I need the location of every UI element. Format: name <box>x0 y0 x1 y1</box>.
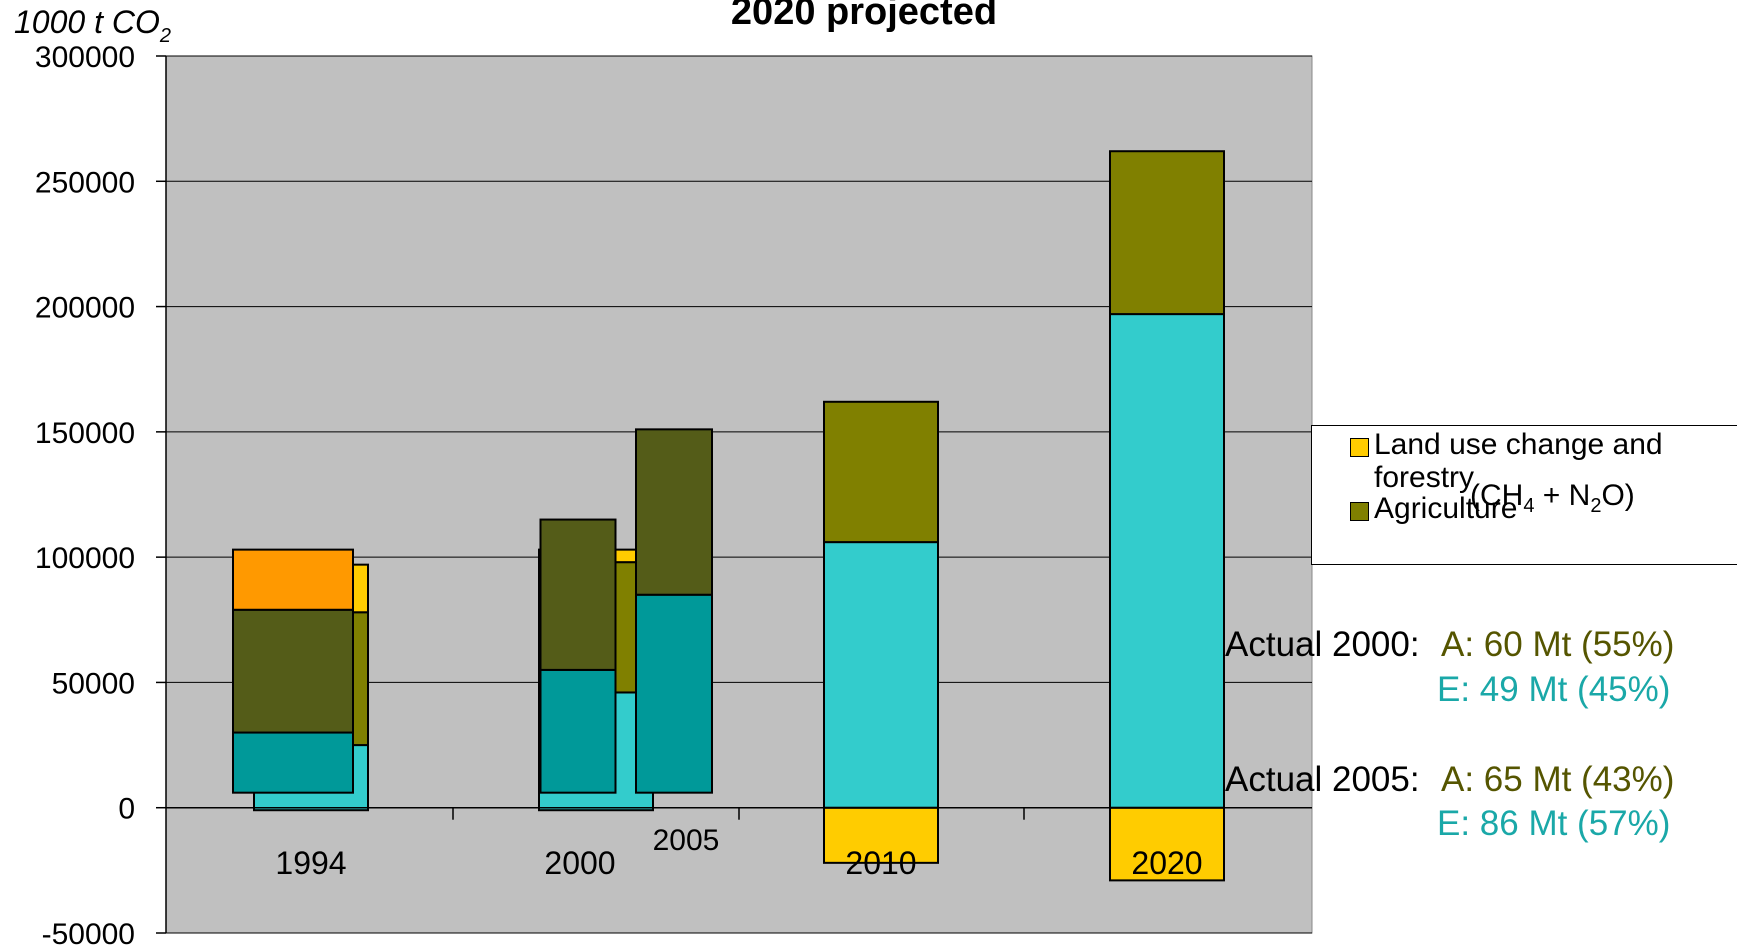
bars <box>232 150 1225 882</box>
y-tick-label: -50000 <box>42 918 135 950</box>
y-axis-title: 1000 t CO2 <box>14 4 171 47</box>
legend-swatch-agriculture <box>1350 502 1369 521</box>
x-tick-label: 2005 <box>653 824 720 857</box>
bar-segment-1994 <box>232 731 354 794</box>
y-axis-title-main: 1000 t CO <box>14 4 160 40</box>
y-tick-label: 50000 <box>52 667 135 700</box>
legend-label-agriculture-suffix: (CH4 + N2O) <box>1470 479 1635 517</box>
bar-segment-2020 <box>1109 806 1225 882</box>
y-tick-label: 150000 <box>35 417 135 450</box>
x-labels: 1994 2000 2005 2010 2020 <box>275 824 1202 881</box>
annotation-actual-2000-label: Actual 2000: <box>1225 625 1420 664</box>
x-tick-label: 2000 <box>544 845 615 881</box>
y-axis-title-subscript: 2 <box>159 25 171 47</box>
annotation-actual-2000-energy: E: 49 Mt (45%) <box>1437 670 1671 709</box>
x-tick-label: 1994 <box>275 845 346 881</box>
bar-segment-2020 <box>1109 313 1225 809</box>
bar-segment-2005 <box>635 428 713 596</box>
bar-segment-2010 <box>823 541 939 809</box>
annotation-actual-2005-label: Actual 2005: <box>1225 760 1420 799</box>
chart-title: 2020 projected <box>731 0 997 33</box>
y-tick-label: 250000 <box>35 166 135 199</box>
y-tick-label: 300000 <box>35 41 135 74</box>
y-tick-label: 200000 <box>35 292 135 325</box>
bar-segment-2000 <box>539 668 617 794</box>
bar-segment-2010 <box>823 806 939 864</box>
bar-segment-2000 <box>539 518 617 671</box>
bar-segment-1994 <box>232 548 354 611</box>
bar-segment-1994 <box>232 608 354 734</box>
annotation-actual-2005-energy: E: 86 Mt (57%) <box>1437 804 1671 843</box>
bar-segment-2010 <box>823 400 939 544</box>
annotation-actual-2005-agriculture: A: 65 Mt (43%) <box>1441 760 1675 799</box>
legend-label-land-use: Land use change and forestry <box>1374 428 1663 494</box>
x-tick-label: 2010 <box>845 845 916 881</box>
x-axis <box>166 806 1312 820</box>
x-tick-label: 2020 <box>1131 845 1202 881</box>
y-tick-label: 100000 <box>35 542 135 575</box>
annotation-actual-2000-agriculture: A: 60 Mt (55%) <box>1441 625 1675 664</box>
legend: Land use change and forestry Agriculture… <box>1311 425 1737 565</box>
legend-swatch-land-use <box>1350 438 1369 457</box>
legend-label-agriculture: Agriculture <box>1374 492 1518 525</box>
y-tick-label: 0 <box>118 793 135 826</box>
svg-text:1000 t CO2: 1000 t CO2 <box>14 4 171 47</box>
bar-segment-2005 <box>635 593 713 794</box>
bar-segment-2020 <box>1109 150 1225 316</box>
y-ticks: 300000 250000 200000 150000 100000 50000 0 -500… <box>35 41 166 950</box>
